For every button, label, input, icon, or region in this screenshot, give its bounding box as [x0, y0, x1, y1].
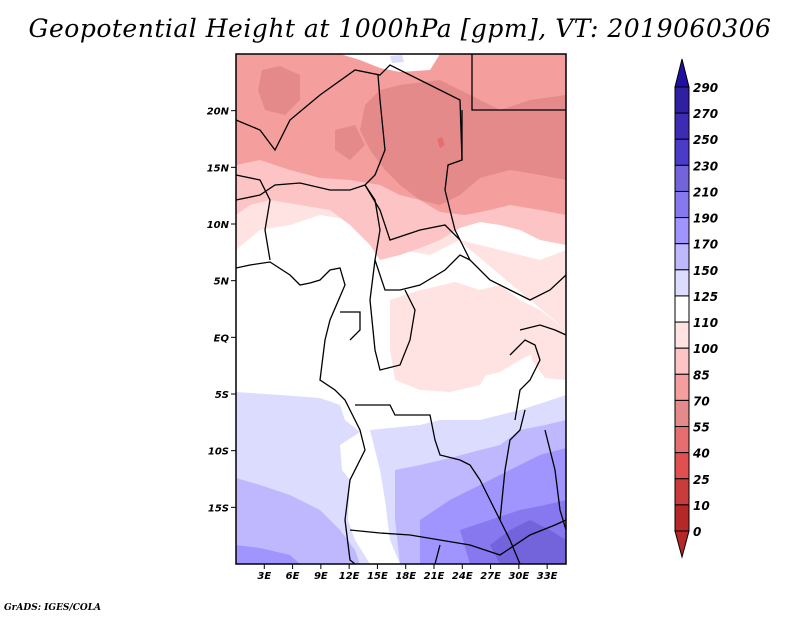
colorbar-label: 150 [693, 264, 718, 278]
colorbar-swatch [674, 217, 690, 245]
contour-fill-100-110 [530, 330, 566, 380]
colorbar-extend-min [674, 530, 690, 559]
y-tick-label: 10N [207, 220, 230, 231]
border [340, 311, 361, 341]
border [236, 64, 463, 161]
x-tick-label: 12E [339, 571, 360, 582]
x-tick-label: 27E [480, 571, 501, 582]
colorbar-swatch [674, 138, 690, 166]
y-axis: 20N 15N 10N 5N EQ 5S 10S 15S [207, 107, 236, 514]
contour-fill-125-150 [390, 55, 404, 63]
colorbar-swatch [674, 269, 690, 297]
contour-fill-40-55 [437, 137, 445, 148]
border [471, 54, 566, 111]
colorbar-swatch [674, 190, 690, 219]
colorbar-label: 290 [693, 81, 718, 95]
colorbar-swatch [674, 478, 690, 506]
border [236, 182, 471, 291]
colorbar-swatch [674, 164, 690, 192]
contour-fill-55-70 [335, 125, 365, 160]
x-tick-label: 18E [395, 571, 416, 582]
y-tick-label: 5S [215, 390, 229, 401]
border [434, 544, 441, 564]
colorbar: 2902702502302101901701501251101008570554… [674, 58, 718, 559]
colorbar-extend-max [674, 58, 690, 88]
chart-title: Geopotential Height at 1000hPa [gpm], VT… [28, 14, 772, 43]
x-tick-label: 9E [314, 571, 328, 582]
colorbar-label: 230 [693, 159, 718, 173]
x-axis: 3E 6E 9E 12E 15E 18E 21E 24E 27E 30E 33E [257, 564, 558, 582]
x-tick-label: 6E [286, 571, 300, 582]
border [499, 409, 526, 521]
y-tick-label: EQ [214, 333, 230, 344]
country-borders [236, 54, 566, 564]
x-tick-label: 30E [508, 571, 529, 582]
colorbar-label: 270 [693, 107, 718, 121]
contour-fill-100-110 [390, 285, 505, 392]
colorbar-swatch [674, 347, 690, 375]
colorbar-swatch [674, 295, 690, 323]
border [509, 339, 541, 421]
x-tick-label: 3E [257, 571, 271, 582]
colorbar-label: 100 [693, 342, 718, 356]
colorbar-swatch [674, 112, 690, 140]
colorbar-label: 170 [693, 238, 718, 252]
contour-fill-210-230 [490, 520, 566, 564]
colorbar-label: 25 [693, 473, 710, 487]
colorbar-label: 10 [693, 499, 710, 513]
y-tick-label: 15S [208, 503, 229, 514]
colorbar-label: 190 [693, 212, 718, 226]
colorbar-label: 70 [693, 394, 710, 408]
x-tick-label: 33E [537, 571, 558, 582]
colorbar-swatch [674, 86, 690, 114]
contour-fill-55-70 [258, 66, 300, 115]
y-tick-label: 10S [208, 447, 229, 458]
border [364, 184, 461, 241]
colorbar-label: 210 [693, 185, 718, 199]
colorbar-label: 85 [693, 368, 710, 382]
border [369, 259, 416, 371]
y-tick-label: 15N [207, 163, 230, 174]
colorbar-label: 55 [693, 421, 710, 435]
border [364, 74, 386, 186]
colorbar-label: 125 [693, 290, 718, 304]
colorbar-swatch [674, 373, 690, 401]
border [544, 429, 566, 531]
border [519, 324, 566, 336]
colorbar-swatch [674, 243, 690, 271]
border [349, 519, 566, 556]
plot-frame [235, 53, 567, 565]
contour-fill-110-125 [340, 54, 440, 72]
geopotential-field [236, 54, 566, 564]
colorbar-swatch [674, 321, 690, 349]
border [236, 174, 271, 261]
coastline [236, 261, 366, 564]
contour-fill-55-70 [360, 80, 566, 205]
colorbar-swatch [674, 426, 690, 454]
colorbar-label: 0 [693, 525, 701, 539]
colorbar-swatch [674, 504, 690, 532]
x-tick-label: 24E [452, 571, 473, 582]
grads-credit: GrADS: IGES/COLA [4, 603, 102, 613]
colorbar-swatch [674, 399, 690, 428]
x-tick-label: 21E [424, 571, 445, 582]
colorbar-label: 110 [693, 316, 718, 330]
x-tick-label: 15E [367, 571, 388, 582]
colorbar-label: 40 [692, 447, 710, 461]
colorbar-label: 250 [693, 133, 718, 147]
y-tick-label: 5N [214, 277, 230, 288]
y-tick-label: 20N [207, 107, 230, 118]
colorbar-swatch [674, 452, 690, 480]
